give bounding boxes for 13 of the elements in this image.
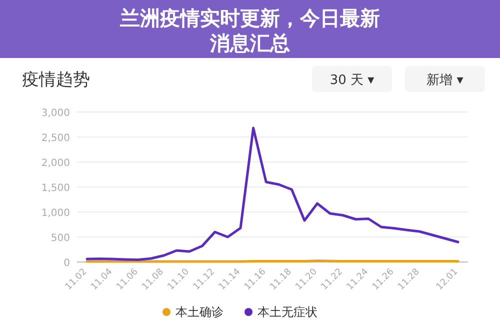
legend-label: 本土无症状 [258, 305, 318, 319]
legend-label: 本土确诊 [176, 305, 224, 319]
y-tick-label: 1,500 [41, 183, 70, 194]
y-tick-label: 0 [64, 258, 70, 269]
y-tick-label: 2,000 [41, 158, 70, 169]
chart-title: 兰洲疫情实时更新，今日最新消息汇总 [119, 6, 380, 55]
text: 新增 ▾ [426, 73, 464, 88]
y-tick-label: 500 [50, 233, 70, 244]
y-tick-label: 1,000 [41, 208, 70, 219]
chart-subtitle: 疫情趋势 [22, 70, 90, 90]
text: 30 天 ▾ [330, 73, 375, 88]
y-tick-label: 3,000 [41, 108, 70, 119]
y-tick-label: 2,500 [41, 133, 70, 144]
